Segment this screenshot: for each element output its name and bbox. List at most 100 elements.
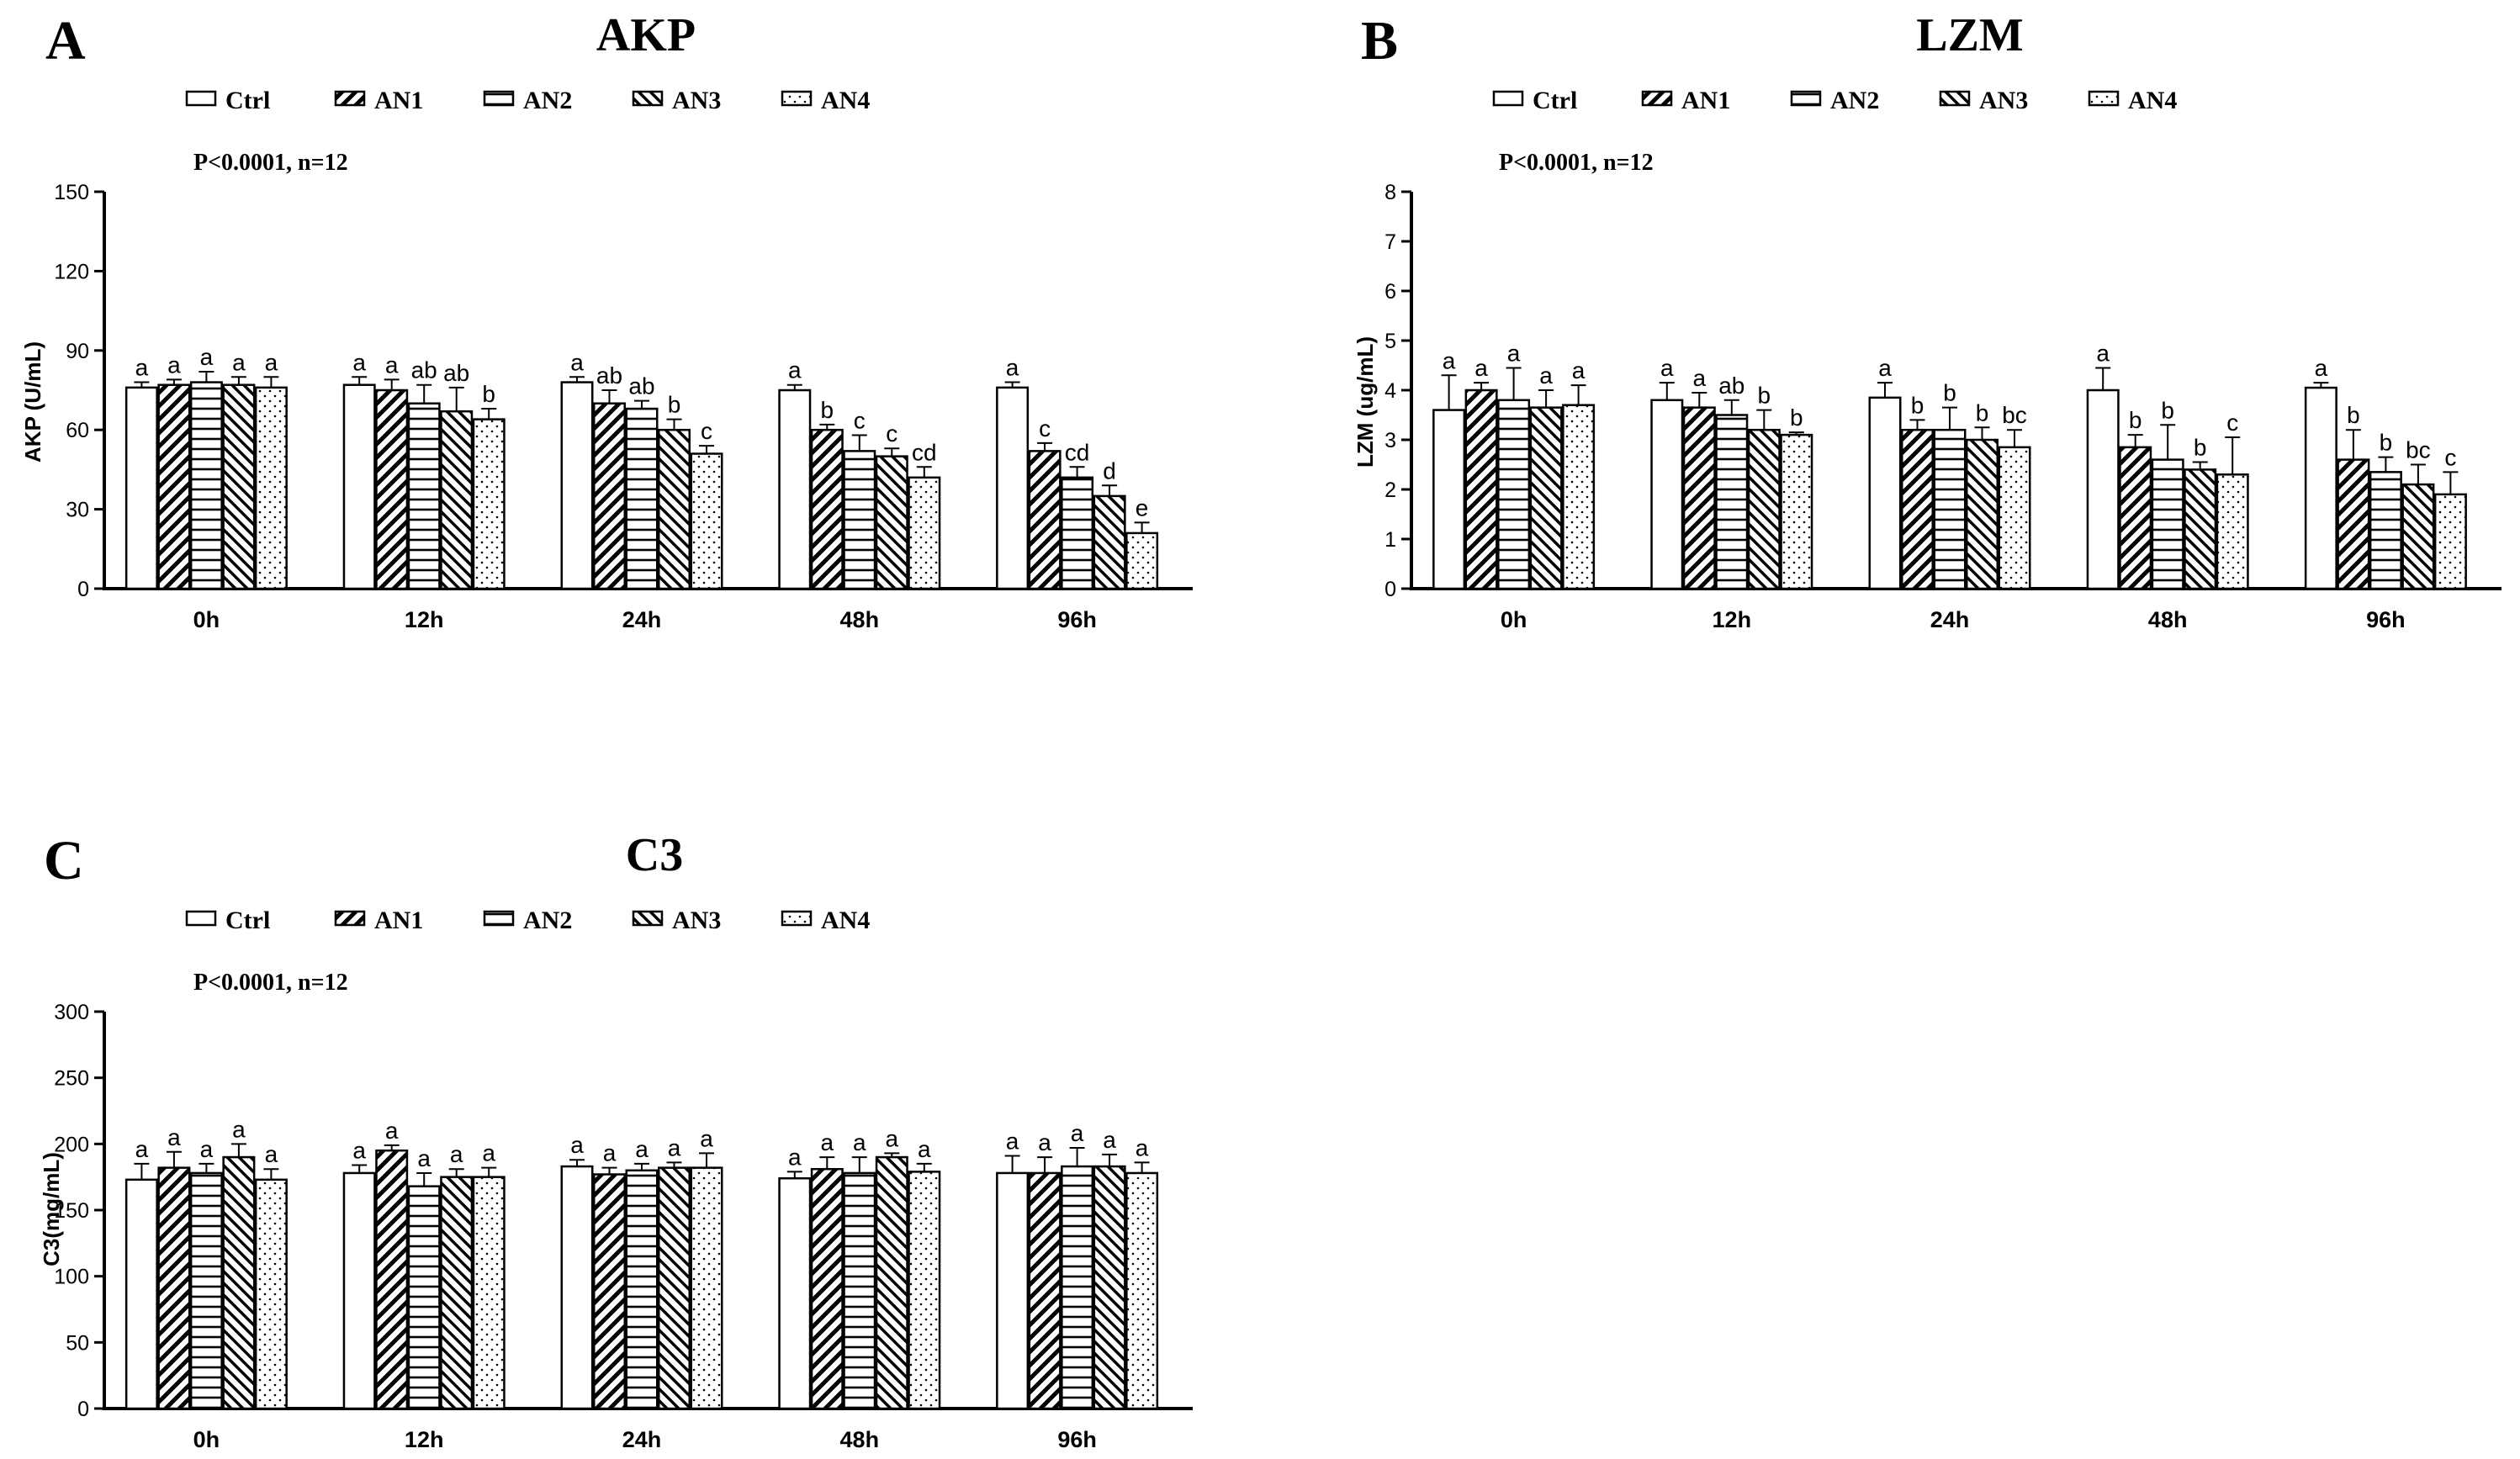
y-tick-label: 8 bbox=[1384, 181, 1396, 204]
x-tick-label: 0h bbox=[193, 1427, 220, 1452]
legend: Ctrl AN1 AN2 AN3 AN4 bbox=[185, 907, 870, 934]
bar-an1-96h bbox=[2337, 458, 2370, 590]
x-tick-label: 0h bbox=[193, 607, 220, 632]
bar-ctrl-0h bbox=[124, 386, 158, 590]
legend-label-an2: AN2 bbox=[523, 907, 572, 934]
significance-label: a bbox=[200, 1136, 214, 1162]
significance-label: a bbox=[2315, 355, 2328, 381]
legend-swatch-ctrl bbox=[185, 910, 217, 927]
significance-label: a bbox=[265, 349, 278, 375]
significance-label: bc bbox=[2002, 402, 2027, 428]
significance-label: a bbox=[1038, 1129, 1051, 1155]
bar-an1-12h bbox=[375, 389, 409, 590]
significance-label: a bbox=[167, 352, 181, 378]
significance-label: a bbox=[1507, 340, 1521, 366]
x-tick-label: 96h bbox=[2366, 607, 2406, 632]
y-tick-label: 100 bbox=[54, 1266, 89, 1289]
significance-label: c bbox=[886, 420, 897, 447]
legend-swatch-an4 bbox=[2088, 90, 2120, 107]
bar-an3-0h bbox=[222, 1155, 256, 1410]
bar-an3-24h bbox=[658, 1166, 691, 1410]
significance-label: a bbox=[788, 357, 802, 383]
bar-an2-48h bbox=[843, 450, 876, 590]
bar-an2-96h bbox=[1061, 476, 1094, 590]
panel-a: A AKP Ctrl AN1 AN2 AN3 AN4 P<0.0001, n=12 AK… bbox=[20, 9, 1193, 632]
significance-label: e bbox=[1136, 494, 1149, 521]
significance-label: b bbox=[2194, 435, 2207, 461]
bar-an3-48h bbox=[875, 455, 908, 590]
significance-label: a bbox=[167, 1124, 181, 1150]
significance-label: cd bbox=[912, 439, 937, 465]
significance-label: c bbox=[2226, 410, 2238, 436]
bar-an1-0h bbox=[157, 1166, 191, 1410]
significance-label: b bbox=[2161, 397, 2174, 423]
bar-an4-96h bbox=[1125, 1171, 1159, 1410]
bar-an3-24h bbox=[1966, 438, 1999, 590]
bar-an1-12h bbox=[1682, 406, 1716, 590]
significance-label: b bbox=[482, 381, 495, 407]
significance-label: a bbox=[570, 349, 584, 375]
significance-label: a bbox=[853, 1129, 866, 1155]
significance-label: a bbox=[788, 1144, 802, 1170]
bar-an1-48h bbox=[2119, 446, 2152, 590]
bar-ctrl-24h bbox=[1868, 396, 1902, 590]
legend-swatch-ctrl bbox=[1492, 90, 1524, 107]
significance-label: a bbox=[385, 1118, 399, 1144]
legend: Ctrl AN1 AN2 AN3 AN4 bbox=[185, 87, 870, 114]
x-tick-label: 48h bbox=[2148, 607, 2188, 632]
bar-an4-24h bbox=[1998, 446, 2031, 590]
chart-title: LZM bbox=[1916, 9, 2024, 61]
stat-annotation: P<0.0001, n=12 bbox=[193, 150, 348, 176]
y-tick-label: 0 bbox=[1384, 578, 1396, 601]
significance-label: b bbox=[668, 392, 681, 418]
panel-letter: B bbox=[1361, 10, 1398, 71]
significance-label: a bbox=[232, 1116, 246, 1142]
legend-label-an3: AN3 bbox=[672, 87, 721, 114]
significance-label: ab bbox=[443, 360, 469, 386]
bar-an2-12h bbox=[407, 1185, 441, 1410]
bar-an3-48h bbox=[2184, 468, 2217, 590]
bar-an2-48h bbox=[2151, 458, 2184, 590]
significance-label: b bbox=[2380, 430, 2393, 456]
panel-b: B LZM Ctrl AN1 AN2 AN3 AN4 P<0.0001, n=12 LZ… bbox=[1353, 9, 2501, 632]
bar-ctrl-24h bbox=[560, 1165, 594, 1410]
bar-an3-0h bbox=[222, 383, 256, 590]
significance-label: a bbox=[417, 1145, 431, 1171]
significance-label: a bbox=[352, 349, 366, 375]
stat-annotation: P<0.0001, n=12 bbox=[1499, 150, 1654, 176]
bar-an4-0h bbox=[254, 1178, 288, 1410]
legend-swatch-an3 bbox=[1939, 90, 1971, 107]
bar-an2-12h bbox=[407, 402, 441, 590]
significance-label: a bbox=[2096, 340, 2110, 366]
significance-label: a bbox=[1660, 355, 1674, 381]
y-tick-label: 200 bbox=[54, 1133, 89, 1156]
y-axis-label: C3(mg/mL) bbox=[39, 1152, 64, 1266]
x-tick-label: 12h bbox=[405, 1427, 444, 1452]
bar-an1-0h bbox=[157, 383, 191, 590]
bar-an2-0h bbox=[189, 1171, 223, 1410]
significance-label: a bbox=[1071, 1120, 1084, 1146]
significance-label: a bbox=[1693, 365, 1707, 391]
significance-label: c bbox=[701, 418, 712, 444]
significance-label: a bbox=[232, 349, 246, 375]
bar-ctrl-12h bbox=[342, 1171, 376, 1410]
y-tick-label: 0 bbox=[77, 578, 89, 601]
legend-label-an4: AN4 bbox=[821, 907, 870, 934]
bar-an4-48h bbox=[2216, 473, 2249, 590]
legend-label-an1: AN1 bbox=[1681, 87, 1730, 114]
legend-label-an2: AN2 bbox=[1830, 87, 1879, 114]
significance-label: a bbox=[1443, 347, 1456, 373]
y-tick-label: 2 bbox=[1384, 478, 1396, 502]
bar-ctrl-48h bbox=[2086, 389, 2120, 590]
y-tick-label: 150 bbox=[54, 181, 89, 204]
significance-label: d bbox=[1103, 457, 1116, 484]
legend-swatch-an4 bbox=[781, 90, 813, 107]
legend-swatch-an1 bbox=[1641, 90, 1673, 107]
significance-label: a bbox=[135, 355, 149, 381]
significance-label: a bbox=[265, 1141, 278, 1167]
bar-an4-96h bbox=[2433, 493, 2467, 590]
legend-label-an4: AN4 bbox=[2128, 87, 2177, 114]
y-tick-label: 30 bbox=[66, 499, 89, 522]
